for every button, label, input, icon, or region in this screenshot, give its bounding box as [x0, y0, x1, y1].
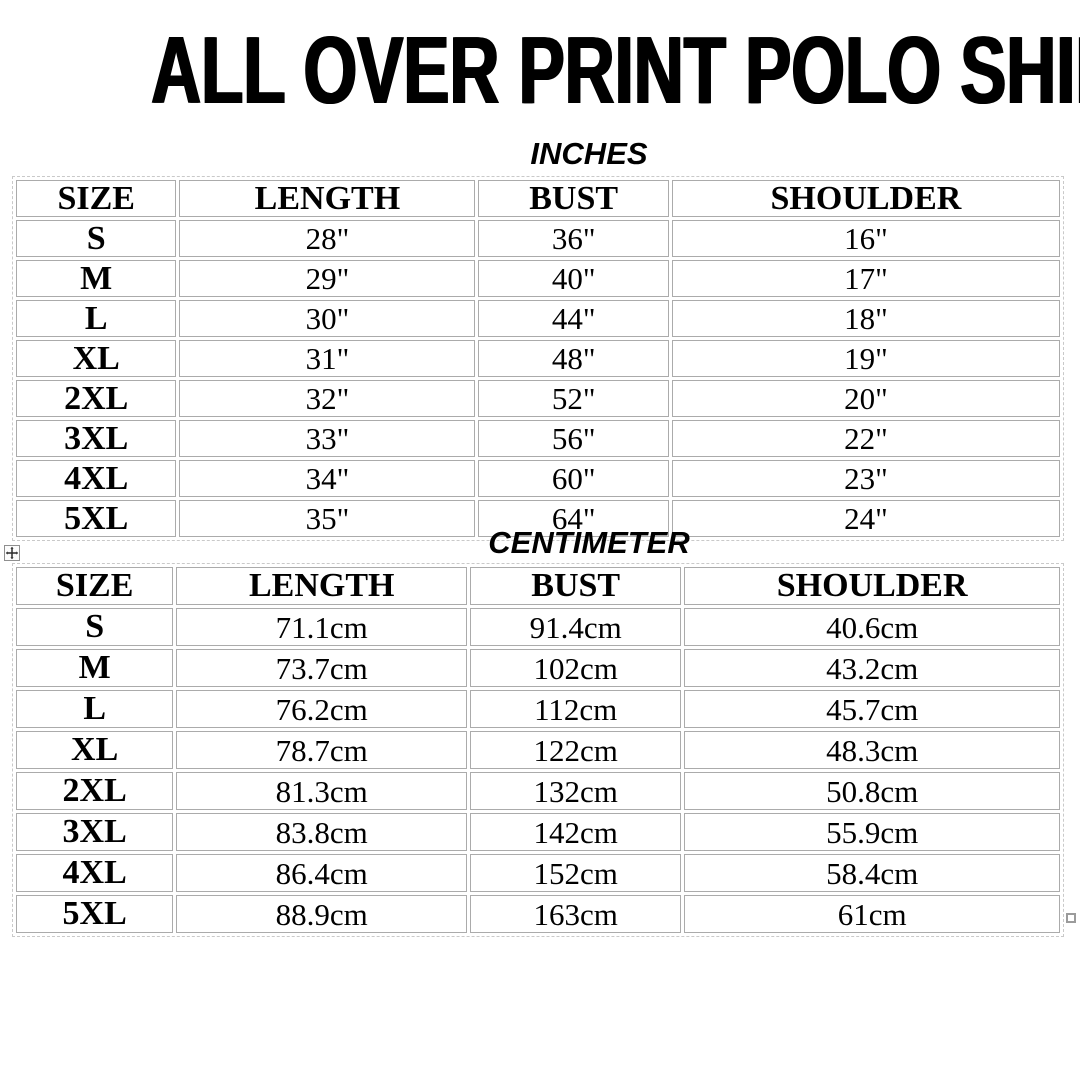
- value-cell: 45.7cm: [684, 690, 1060, 728]
- size-cell: 5XL: [16, 500, 177, 537]
- table-row: M 29" 40" 17": [16, 260, 1060, 297]
- value-cell: 88.9cm: [176, 895, 468, 933]
- table-row: 3XL 33" 56" 22": [16, 420, 1060, 457]
- table-move-handle-icon[interactable]: [4, 545, 20, 561]
- value-cell: 43.2cm: [684, 649, 1060, 687]
- size-cell: 4XL: [16, 460, 177, 497]
- value-cell: 20": [671, 380, 1060, 417]
- table-row: S 28" 36" 16": [16, 220, 1060, 257]
- size-cell: 3XL: [16, 420, 177, 457]
- column-header-size: SIZE: [16, 567, 174, 605]
- value-cell: 17": [671, 260, 1060, 297]
- value-cell: 64": [478, 500, 669, 537]
- value-cell: 34": [179, 460, 476, 497]
- value-cell: 29": [179, 260, 476, 297]
- value-cell: 52": [478, 380, 669, 417]
- size-cell: 5XL: [16, 895, 174, 933]
- table-row: 4XL 34" 60" 23": [16, 460, 1060, 497]
- column-header-shoulder: SHOULDER: [671, 180, 1060, 217]
- table-row: M 73.7cm 102cm 43.2cm: [16, 649, 1060, 687]
- value-cell: 61cm: [684, 895, 1060, 933]
- value-cell: 28": [179, 220, 476, 257]
- size-cell: M: [16, 260, 177, 297]
- table-row: XL 78.7cm 122cm 48.3cm: [16, 731, 1060, 769]
- value-cell: 163cm: [470, 895, 682, 933]
- size-cell: S: [16, 220, 177, 257]
- value-cell: 73.7cm: [176, 649, 468, 687]
- value-cell: 36": [478, 220, 669, 257]
- value-cell: 91.4cm: [470, 608, 682, 646]
- column-header-size: SIZE: [16, 180, 177, 217]
- size-cell: M: [16, 649, 174, 687]
- centimeter-heading: CENTIMETER: [488, 525, 690, 560]
- size-table-centimeter: SIZE LENGTH BUST SHOULDER S 71.1cm 91.4cm 40.6c…: [13, 564, 1063, 936]
- size-cell: L: [16, 690, 174, 728]
- value-cell: 48.3cm: [684, 731, 1060, 769]
- value-cell: 48": [478, 340, 669, 377]
- value-cell: 19": [671, 340, 1060, 377]
- column-header-bust: BUST: [478, 180, 669, 217]
- value-cell: 30": [179, 300, 476, 337]
- value-cell: 132cm: [470, 772, 682, 810]
- column-header-bust: BUST: [470, 567, 682, 605]
- table-row: 5XL 88.9cm 163cm 61cm: [16, 895, 1060, 933]
- value-cell: 33": [179, 420, 476, 457]
- column-header-length: LENGTH: [179, 180, 476, 217]
- value-cell: 152cm: [470, 854, 682, 892]
- inches-heading: INCHES: [530, 136, 648, 171]
- value-cell: 23": [671, 460, 1060, 497]
- column-header-shoulder: SHOULDER: [684, 567, 1060, 605]
- value-cell: 60": [478, 460, 669, 497]
- table-row: 5XL 35" 64" 24": [16, 500, 1060, 537]
- centimeter-size-table: SIZE LENGTH BUST SHOULDER S 71.1cm 91.4cm 40.6c…: [12, 563, 1064, 937]
- table-row: L 76.2cm 112cm 45.7cm: [16, 690, 1060, 728]
- value-cell: 56": [478, 420, 669, 457]
- value-cell: 81.3cm: [176, 772, 468, 810]
- value-cell: 40": [478, 260, 669, 297]
- value-cell: 44": [478, 300, 669, 337]
- value-cell: 24": [671, 500, 1060, 537]
- table-row: S 71.1cm 91.4cm 40.6cm: [16, 608, 1060, 646]
- value-cell: 16": [671, 220, 1060, 257]
- header-row: SIZE LENGTH BUST SHOULDER: [16, 180, 1060, 217]
- page-title: ALL OVER PRINT POLO SHIRTS: [151, 17, 1080, 124]
- table-row: XL 31" 48" 19": [16, 340, 1060, 377]
- table-row: 3XL 83.8cm 142cm 55.9cm: [16, 813, 1060, 851]
- value-cell: 83.8cm: [176, 813, 468, 851]
- table-row: L 30" 44" 18": [16, 300, 1060, 337]
- value-cell: 32": [179, 380, 476, 417]
- value-cell: 76.2cm: [176, 690, 468, 728]
- value-cell: 112cm: [470, 690, 682, 728]
- size-cell: S: [16, 608, 174, 646]
- size-cell: L: [16, 300, 177, 337]
- inches-size-table: SIZE LENGTH BUST SHOULDER S 28" 36" 16" M 29" 40" 1…: [12, 176, 1064, 541]
- table-row: 2XL 32" 52" 20": [16, 380, 1060, 417]
- size-cell: XL: [16, 340, 177, 377]
- header-row: SIZE LENGTH BUST SHOULDER: [16, 567, 1060, 605]
- value-cell: 50.8cm: [684, 772, 1060, 810]
- value-cell: 102cm: [470, 649, 682, 687]
- value-cell: 55.9cm: [684, 813, 1060, 851]
- value-cell: 142cm: [470, 813, 682, 851]
- size-cell: 3XL: [16, 813, 174, 851]
- column-header-length: LENGTH: [176, 567, 468, 605]
- value-cell: 22": [671, 420, 1060, 457]
- table-row: 4XL 86.4cm 152cm 58.4cm: [16, 854, 1060, 892]
- size-cell: XL: [16, 731, 174, 769]
- value-cell: 18": [671, 300, 1060, 337]
- size-table-inches: SIZE LENGTH BUST SHOULDER S 28" 36" 16" M 29" 40" 1…: [13, 177, 1063, 540]
- size-cell: 2XL: [16, 772, 174, 810]
- value-cell: 40.6cm: [684, 608, 1060, 646]
- value-cell: 35": [179, 500, 476, 537]
- value-cell: 86.4cm: [176, 854, 468, 892]
- value-cell: 31": [179, 340, 476, 377]
- value-cell: 78.7cm: [176, 731, 468, 769]
- size-cell: 2XL: [16, 380, 177, 417]
- table-resize-handle-icon[interactable]: [1066, 913, 1076, 923]
- size-cell: 4XL: [16, 854, 174, 892]
- value-cell: 122cm: [470, 731, 682, 769]
- table-row: 2XL 81.3cm 132cm 50.8cm: [16, 772, 1060, 810]
- value-cell: 71.1cm: [176, 608, 468, 646]
- value-cell: 58.4cm: [684, 854, 1060, 892]
